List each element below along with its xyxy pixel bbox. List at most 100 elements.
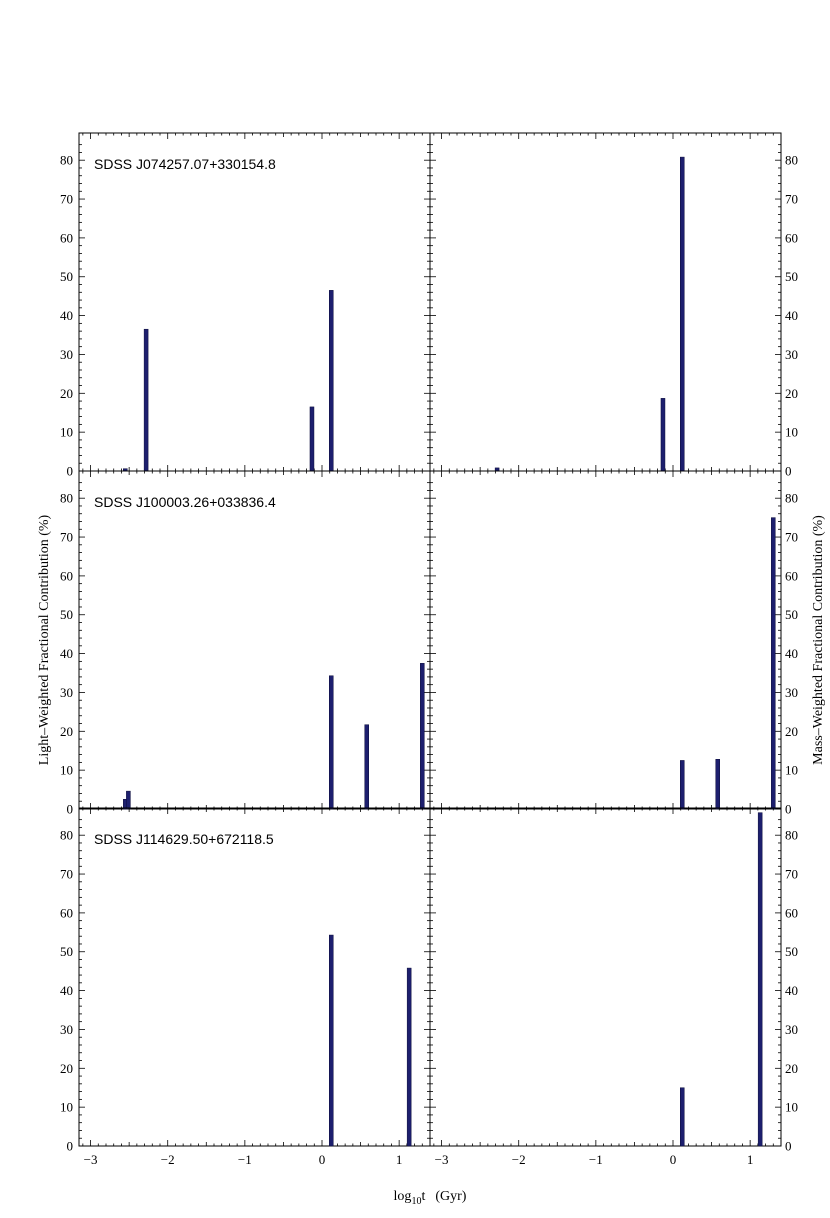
y-axis-label-right: Mass–Weighted Fractional Contribution (%… — [811, 515, 826, 765]
y-tick-label: 80 — [60, 153, 73, 168]
y-tick-label: 30 — [785, 347, 798, 362]
y-tick-label: 70 — [60, 192, 73, 207]
y-tick-label: 0 — [67, 1139, 74, 1154]
bar — [364, 724, 369, 810]
panel-frame — [78, 470, 431, 810]
panel-title: SDSS J100003.26+033836.4 — [94, 494, 276, 510]
y-tick-label: 30 — [60, 1022, 73, 1037]
bar — [329, 934, 334, 1147]
y-tick-label: 40 — [785, 308, 798, 323]
x-tick-label: 0 — [670, 1152, 677, 1167]
y-tick-label: 60 — [785, 905, 798, 920]
y-tick-label: 20 — [60, 386, 73, 401]
y-tick-label: 60 — [60, 568, 73, 583]
panel-frame — [429, 807, 782, 1147]
bar — [757, 812, 763, 1147]
x-axis-label: log10t (Gyr) — [394, 1189, 467, 1207]
bar — [680, 156, 685, 472]
y-tick-label: 70 — [60, 867, 73, 882]
y-tick-label: 40 — [60, 308, 73, 323]
bar — [329, 675, 334, 810]
x-axis-label-subscript: 10 — [411, 1196, 421, 1207]
y-tick-label: 10 — [785, 763, 798, 778]
y-tick-label: 50 — [785, 944, 798, 959]
x-tick-label: −3 — [435, 1152, 449, 1167]
x-axis-label-var: t — [421, 1189, 425, 1204]
y-tick-label: 80 — [60, 491, 73, 506]
y-tick-label: 10 — [60, 1100, 73, 1115]
y-tick-label: 70 — [785, 192, 798, 207]
bar — [715, 759, 720, 810]
y-tick-label: 10 — [60, 425, 73, 440]
y-tick-label: 0 — [785, 802, 792, 817]
bar — [771, 517, 776, 810]
panel-2-1: 0 10 20 30 40 50 60 70 80 −3 −2 −1 0 1 — [429, 807, 798, 1167]
y-tick-label: 40 — [60, 646, 73, 661]
y-tick-label: 0 — [785, 464, 792, 479]
y-tick-label: 70 — [785, 867, 798, 882]
y-tick-label: 80 — [785, 491, 798, 506]
x-axis-label-unit: (Gyr) — [435, 1189, 466, 1204]
y-tick-label: 50 — [785, 607, 798, 622]
panel-1-0: 0 10 20 30 40 50 60 70 80 SDSS J100003.26+033836.… — [60, 470, 431, 817]
y-tick-label: 20 — [785, 386, 798, 401]
x-tick-label: −1 — [238, 1152, 252, 1167]
bar — [406, 967, 412, 1147]
y-tick-label: 20 — [785, 724, 798, 739]
y-tick-label: 30 — [785, 685, 798, 700]
y-tick-label: 0 — [67, 802, 74, 817]
y-tick-label: 20 — [785, 1061, 798, 1076]
y-tick-label: 10 — [785, 1100, 798, 1115]
x-tick-label: 0 — [319, 1152, 326, 1167]
y-tick-label: 50 — [60, 944, 73, 959]
x-tick-label: −2 — [161, 1152, 175, 1167]
y-axis-label-left: Light–Weighted Fractional Contribution (… — [37, 514, 52, 765]
y-tick-label: 50 — [60, 269, 73, 284]
y-tick-label: 10 — [60, 763, 73, 778]
y-tick-label: 0 — [785, 1139, 792, 1154]
x-tick-label: 1 — [747, 1152, 754, 1167]
y-tick-label: 80 — [785, 828, 798, 843]
panel-frame — [78, 132, 431, 472]
y-tick-label: 10 — [785, 425, 798, 440]
panel-title: SDSS J114629.50+672118.5 — [94, 831, 274, 847]
x-tick-label: −1 — [589, 1152, 603, 1167]
bar — [143, 328, 149, 472]
y-tick-label: 20 — [60, 1061, 73, 1076]
y-tick-label: 30 — [60, 347, 73, 362]
y-tick-label: 70 — [785, 530, 798, 545]
y-tick-label: 70 — [60, 530, 73, 545]
y-tick-label: 40 — [785, 983, 798, 998]
y-tick-label: 60 — [785, 230, 798, 245]
y-tick-label: 60 — [60, 230, 73, 245]
panel-title: SDSS J074257.07+330154.8 — [94, 156, 276, 172]
bar — [680, 1087, 685, 1147]
bar — [309, 406, 315, 472]
y-tick-label: 30 — [785, 1022, 798, 1037]
x-tick-label: −2 — [512, 1152, 526, 1167]
bar — [420, 663, 425, 810]
x-tick-label: 1 — [396, 1152, 403, 1167]
bar — [126, 790, 131, 810]
panel-frame — [429, 470, 782, 810]
y-tick-label: 0 — [67, 464, 74, 479]
panel-1-1: 0 10 20 30 40 50 60 70 80 — [429, 470, 798, 817]
panel-0-1: 0 10 20 30 40 50 60 70 80 — [429, 132, 798, 479]
y-tick-label: 80 — [60, 828, 73, 843]
y-tick-label: 50 — [785, 269, 798, 284]
y-tick-label: 40 — [785, 646, 798, 661]
y-tick-label: 60 — [785, 568, 798, 583]
x-axis-label-log: log — [394, 1189, 412, 1204]
y-tick-label: 40 — [60, 983, 73, 998]
bar — [329, 290, 334, 472]
y-tick-label: 20 — [60, 724, 73, 739]
y-tick-label: 80 — [785, 153, 798, 168]
x-tick-label: −3 — [84, 1152, 98, 1167]
panel-frame — [429, 132, 782, 472]
y-tick-label: 50 — [60, 607, 73, 622]
y-tick-label: 30 — [60, 685, 73, 700]
panel-0-0: 0 10 20 30 40 50 60 70 80 SDSS J074257.07+330154.… — [60, 132, 431, 479]
panel-frame — [78, 807, 431, 1147]
